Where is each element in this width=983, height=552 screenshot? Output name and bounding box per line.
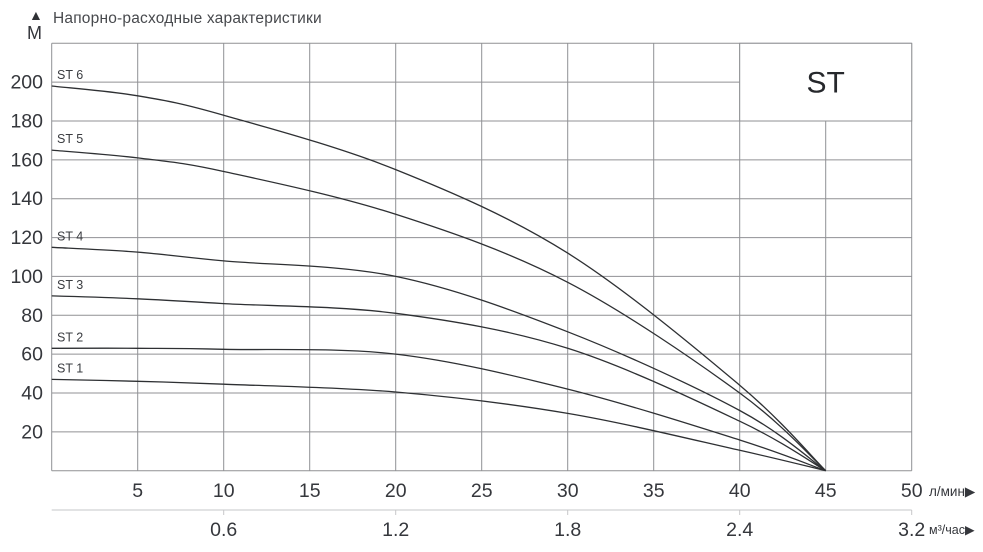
y-tick-label: 40 xyxy=(21,382,43,404)
y-tick-label: 120 xyxy=(10,227,43,249)
x-tick-label: 45 xyxy=(815,480,837,502)
curve-label-st6: ST 6 xyxy=(57,68,83,82)
curve-st2 xyxy=(51,347,826,472)
x-tick-label: 10 xyxy=(213,480,235,502)
y-tick-label: 180 xyxy=(10,111,43,133)
y-tick-label: 60 xyxy=(21,344,43,366)
curve-st6 xyxy=(51,85,827,472)
secondary-tick-label: 1.2 xyxy=(382,519,409,541)
x-tick-label: 20 xyxy=(385,480,407,502)
y-tick-label: 20 xyxy=(21,421,43,443)
y-tick-label: 200 xyxy=(10,72,43,94)
x-tick-label: 35 xyxy=(643,480,665,502)
secondary-axis xyxy=(51,509,913,515)
curve-label-st5: ST 5 xyxy=(57,132,83,146)
y-tick-label: 160 xyxy=(10,149,43,171)
curve-label-st1: ST 1 xyxy=(57,361,83,375)
curve-st1 xyxy=(51,378,826,472)
curve-label-st2: ST 2 xyxy=(57,330,83,344)
secondary-tick-label: 0.6 xyxy=(210,519,237,541)
series-box-label: ST xyxy=(807,67,845,100)
curve-label-st4: ST 4 xyxy=(57,229,83,243)
x-tick-label: 50 xyxy=(901,480,923,502)
secondary-axis-unit-label: м³/час▶ xyxy=(929,523,975,537)
x-tick-label: 15 xyxy=(299,480,321,502)
secondary-tick-label: 3.2 xyxy=(898,519,925,541)
y-tick-label: 140 xyxy=(10,188,43,210)
x-tick-label: 40 xyxy=(729,480,751,502)
y-tick-label: 100 xyxy=(10,266,43,288)
secondary-tick-label: 2.4 xyxy=(726,519,753,541)
x-tick-label: 30 xyxy=(557,480,579,502)
x-axis-unit-label: л/мин▶ xyxy=(929,484,976,499)
y-axis-unit-label: М xyxy=(27,23,42,43)
y-axis-arrow-icon: ▲ xyxy=(29,7,43,23)
curve-st3 xyxy=(51,295,827,472)
series-box xyxy=(739,42,913,122)
page-title: Напорно-расходные характеристики xyxy=(53,10,322,27)
curve-st4 xyxy=(51,246,827,472)
secondary-tick-label: 1.8 xyxy=(554,519,581,541)
curve-st5 xyxy=(51,149,827,472)
x-tick-label: 25 xyxy=(471,480,493,502)
curve-label-st3: ST 3 xyxy=(57,278,83,292)
y-tick-label: 80 xyxy=(21,305,43,327)
x-tick-label: 5 xyxy=(132,480,143,502)
